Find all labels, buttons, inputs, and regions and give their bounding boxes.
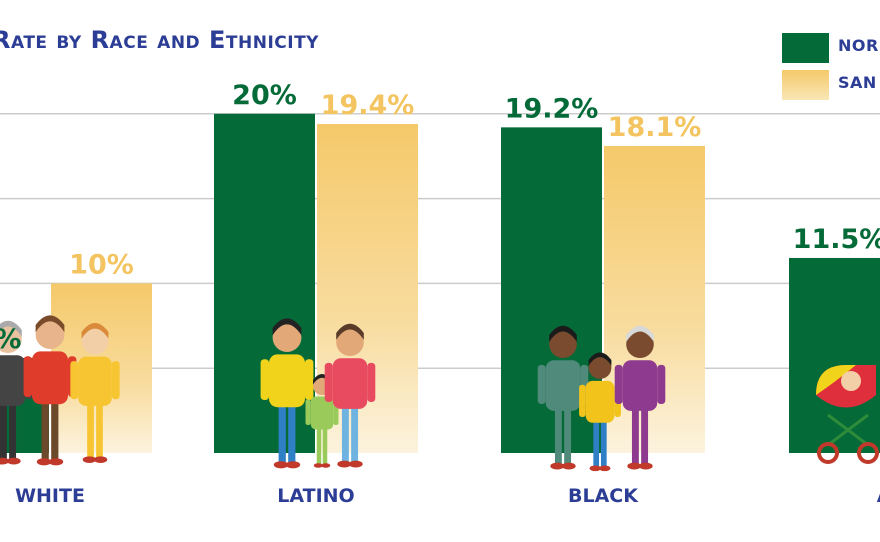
legend-swatch-nor <box>782 33 829 63</box>
value-label: 6% <box>0 324 21 355</box>
value-label: 11.5% <box>793 224 880 255</box>
legend-item-nor: NOR <box>782 33 880 63</box>
people-illustrations <box>0 315 879 472</box>
person-illustration <box>537 325 589 470</box>
person-illustration <box>70 323 120 464</box>
category-label: BLACK <box>568 485 639 507</box>
value-label: 19.4% <box>321 90 415 121</box>
stroller-illustration <box>816 365 879 464</box>
category-labels: WHITE LATINO BLACK AS <box>15 485 880 507</box>
value-label: 19.2% <box>505 93 599 124</box>
person-illustration <box>260 318 314 469</box>
legend-item-san: SAN <box>782 70 880 100</box>
category-label: LATINO <box>277 485 354 507</box>
chart-title: Rate by Race and Ethnicity <box>0 26 319 54</box>
value-label: 10% <box>69 249 134 280</box>
person-illustration <box>23 315 77 466</box>
value-labels: 6% 10% 20% 19.4% 19.2% 18.1% 11.5% <box>0 80 880 355</box>
person-illustration <box>0 320 34 465</box>
legend-label-san: SAN <box>838 73 877 92</box>
legend-label-nor: NOR <box>838 36 879 55</box>
person-illustration <box>324 323 376 468</box>
category-label: WHITE <box>15 485 85 507</box>
person-illustration <box>614 325 666 470</box>
value-label: 20% <box>232 80 297 111</box>
value-label: 18.1% <box>608 112 702 143</box>
category-label: AS <box>877 485 880 507</box>
bar-nor-as <box>789 257 880 453</box>
legend-swatch-san <box>782 70 829 100</box>
